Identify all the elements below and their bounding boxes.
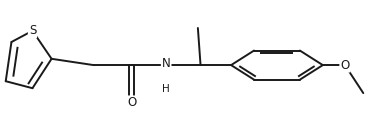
Text: S: S [29, 24, 36, 37]
Text: N: N [162, 57, 170, 70]
Text: O: O [127, 96, 136, 109]
Text: O: O [340, 59, 350, 72]
Text: H: H [162, 84, 170, 94]
